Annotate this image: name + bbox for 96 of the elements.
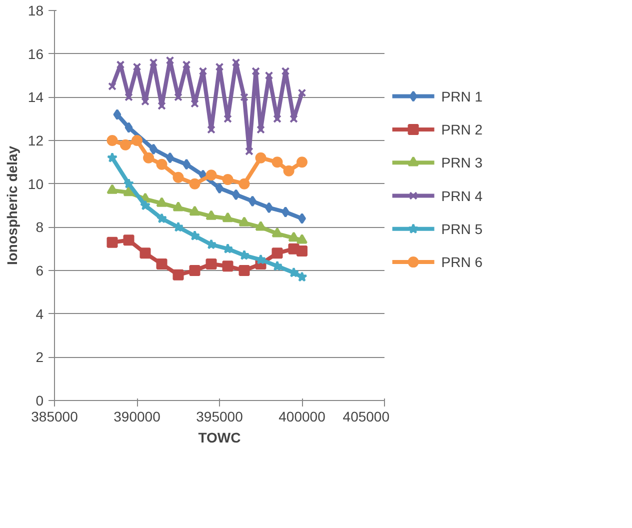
point (255, 152, 266, 164)
point (206, 170, 217, 181)
point (283, 165, 294, 176)
point (174, 92, 182, 102)
x-tick-label: 405000 (342, 408, 390, 424)
point (189, 265, 200, 276)
y-tick-label: 16 (28, 46, 44, 62)
point (189, 178, 200, 190)
point (172, 269, 184, 280)
point (222, 212, 234, 222)
point (215, 62, 224, 72)
point (120, 139, 131, 150)
point (272, 248, 283, 259)
point (296, 272, 308, 282)
legend-label: PRN 1 (441, 88, 483, 104)
point (206, 210, 217, 220)
legend-label: PRN 4 (441, 188, 483, 204)
legend-label: PRN 6 (441, 254, 483, 270)
point (123, 178, 134, 188)
point (198, 66, 208, 76)
point (123, 234, 134, 246)
point (206, 258, 217, 270)
y-tick-label: 2 (36, 349, 44, 366)
x-tick-label: 400000 (278, 408, 326, 424)
point (190, 99, 199, 108)
point (296, 246, 308, 256)
point (124, 92, 133, 102)
y-tick-label: 6 (36, 262, 44, 278)
point (264, 71, 274, 80)
legend-label: PRN 2 (441, 121, 483, 138)
point (298, 213, 306, 224)
point (156, 258, 168, 270)
point (290, 114, 298, 124)
point (106, 152, 118, 162)
point (156, 197, 168, 207)
point (189, 206, 200, 216)
point (298, 88, 306, 98)
point (143, 152, 154, 164)
point (238, 216, 250, 226)
point (296, 156, 308, 168)
point (124, 122, 133, 133)
point (172, 222, 184, 232)
point (132, 135, 142, 146)
point (156, 213, 168, 224)
point (189, 230, 200, 240)
y-tick-label: 14 (28, 89, 44, 106)
point (172, 172, 184, 183)
point (106, 236, 118, 248)
x-axis-title: TOWC (198, 430, 241, 446)
x-tick-label: 395000 (196, 408, 244, 424)
y-axis-title: Ionospheric delay (4, 146, 20, 266)
point (238, 265, 250, 276)
point (273, 114, 282, 124)
point (222, 174, 234, 185)
point (222, 260, 234, 272)
point (108, 82, 116, 91)
y-tick-label: 4 (36, 306, 44, 322)
point (140, 248, 151, 259)
point (245, 147, 254, 156)
point (224, 114, 232, 124)
point (240, 92, 248, 102)
point (123, 186, 134, 196)
y-tick-label: 8 (36, 219, 44, 236)
point (132, 62, 142, 72)
point (166, 56, 174, 65)
point (255, 220, 266, 231)
point (172, 201, 184, 212)
point (149, 58, 158, 67)
legend-label: PRN 3 (441, 154, 483, 171)
point (156, 158, 168, 170)
y-tick-label: 12 (28, 132, 44, 148)
point (106, 184, 118, 194)
point (182, 60, 191, 69)
x-tick-label: 385000 (31, 408, 78, 424)
legend-label: PRN 5 (441, 220, 483, 237)
point (158, 102, 166, 110)
y-tick-label: 0 (36, 392, 44, 408)
point (281, 66, 290, 76)
point (272, 156, 283, 168)
point (106, 135, 118, 146)
point (282, 206, 290, 218)
point (113, 109, 122, 120)
point (207, 125, 216, 134)
point (116, 60, 125, 69)
point (141, 97, 150, 106)
point (272, 227, 283, 238)
point (256, 125, 265, 134)
point (252, 66, 260, 76)
point (140, 200, 151, 210)
point (206, 239, 217, 250)
point (232, 58, 240, 67)
y-tick-label: 18 (28, 2, 44, 18)
point (238, 178, 250, 190)
x-tick-label: 390000 (114, 408, 161, 424)
y-tick-label: 10 (28, 176, 44, 192)
point (296, 234, 308, 244)
